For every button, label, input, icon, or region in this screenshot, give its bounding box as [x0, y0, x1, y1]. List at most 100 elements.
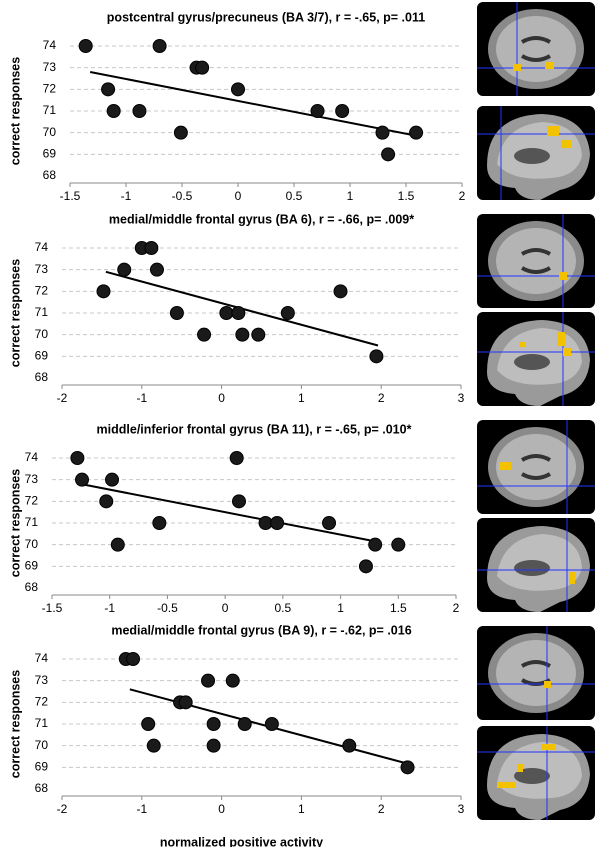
data-point: [78, 39, 93, 53]
data-point: [225, 673, 240, 688]
x-tick-label: 2: [378, 391, 385, 405]
y-tick-label: 72: [35, 695, 49, 709]
y-tick-label: 71: [35, 716, 49, 730]
brain-axial: [475, 0, 597, 98]
data-point: [197, 327, 212, 342]
chart-title: postcentral gyrus/precuneus (BA 3/7), r …: [107, 10, 425, 24]
data-point: [206, 717, 221, 731]
x-tick-label: 0: [222, 601, 229, 615]
x-tick-label: -1: [121, 189, 132, 203]
data-point: [105, 472, 120, 487]
x-tick-label: 3: [458, 391, 465, 405]
y-tick-label: 69: [43, 147, 57, 161]
x-tick-label: 1: [337, 601, 344, 615]
y-axis-label: correct responses: [8, 469, 22, 577]
y-tick-label: 74: [35, 651, 49, 665]
y-tick-label: 69: [25, 559, 39, 573]
data-point: [178, 695, 193, 710]
data-point: [117, 262, 132, 277]
y-tick-label: 69: [35, 760, 49, 774]
brain-sagittal: [477, 106, 595, 200]
fit-line: [80, 483, 376, 543]
brain-axial: [475, 624, 597, 722]
chart-title: medial/middle frontal gyrus (BA 9), r = …: [111, 623, 411, 637]
data-point: [201, 673, 216, 688]
y-tick-label: 72: [43, 82, 57, 96]
x-tick-label: -0.5: [172, 189, 193, 203]
y-tick-label: 73: [43, 60, 57, 74]
y-axis-label: correct responses: [8, 670, 22, 778]
data-point: [169, 306, 184, 320]
y-tick-label: 73: [35, 673, 49, 687]
chart-title: medial/middle frontal gyrus (BA 6), r = …: [109, 212, 414, 226]
brain-sagittal: [477, 312, 595, 406]
y-tick-label: 74: [35, 240, 49, 254]
brain-sagittal: [477, 726, 595, 820]
x-tick-label: -0.5: [157, 601, 178, 615]
x-tick-label: 3: [458, 802, 465, 816]
x-tick-label: -2: [57, 802, 68, 816]
fit-line: [89, 71, 418, 137]
x-tick-label: 0: [235, 189, 242, 203]
chart-title: middle/inferior frontal gyrus (BA 11), r…: [97, 422, 412, 436]
x-tick-label: 1: [298, 802, 305, 816]
x-tick-label: 1: [347, 189, 354, 203]
data-point: [195, 60, 210, 75]
x-tick-label: -2: [57, 391, 68, 405]
data-point: [152, 39, 167, 53]
data-point: [149, 262, 164, 277]
data-point: [322, 516, 337, 530]
x-tick-label: -1: [136, 391, 147, 405]
data-point: [231, 494, 246, 509]
data-point: [206, 738, 221, 753]
y-tick-label: 71: [35, 305, 49, 319]
data-point: [391, 537, 406, 552]
x-tick-label: 1.5: [390, 601, 407, 615]
data-point: [75, 472, 90, 487]
y-tick-label: 73: [35, 262, 49, 276]
y-tick-label: 73: [25, 472, 39, 486]
x-tick-label: 0: [218, 802, 225, 816]
data-point: [70, 451, 85, 465]
data-point: [146, 738, 161, 753]
x-tick-label: -1.5: [60, 189, 81, 203]
data-point: [368, 537, 383, 552]
y-tick-label: 71: [43, 103, 57, 117]
brain-images: [475, 0, 597, 820]
data-point: [96, 284, 111, 299]
data-point: [231, 82, 245, 97]
x-tick-label: 1: [298, 391, 305, 405]
data-point: [400, 760, 415, 775]
brain-axial: [475, 418, 597, 516]
data-point: [270, 516, 285, 530]
data-point: [335, 104, 350, 118]
x-axis-label: normalized positive activity: [160, 835, 323, 847]
data-point: [219, 306, 234, 320]
data-point: [280, 306, 295, 320]
x-tick-label: -1: [104, 601, 115, 615]
x-tick-label: 0: [218, 391, 225, 405]
data-point: [333, 284, 348, 299]
y-tick-label: 74: [43, 38, 57, 52]
data-point: [126, 652, 141, 666]
data-point: [106, 104, 121, 118]
x-tick-label: -1: [136, 802, 147, 816]
y-tick-label: 74: [25, 450, 39, 464]
y-tick-label: 69: [35, 349, 49, 363]
data-point: [141, 717, 156, 731]
x-tick-label: 2: [378, 802, 385, 816]
x-tick-label: 2: [459, 189, 466, 203]
data-point: [342, 738, 357, 753]
y-tick-label: 70: [35, 327, 49, 341]
y-axis-label: correct responses: [8, 259, 22, 367]
data-point: [381, 147, 396, 162]
data-point: [409, 125, 424, 140]
y-axis-label: correct responses: [8, 57, 22, 165]
data-point: [369, 349, 384, 364]
data-point: [237, 717, 252, 731]
y-tick-label: 71: [25, 515, 39, 529]
y-tick-label: 68: [43, 168, 57, 182]
x-tick-label: 0.5: [286, 189, 303, 203]
data-point: [144, 241, 159, 255]
